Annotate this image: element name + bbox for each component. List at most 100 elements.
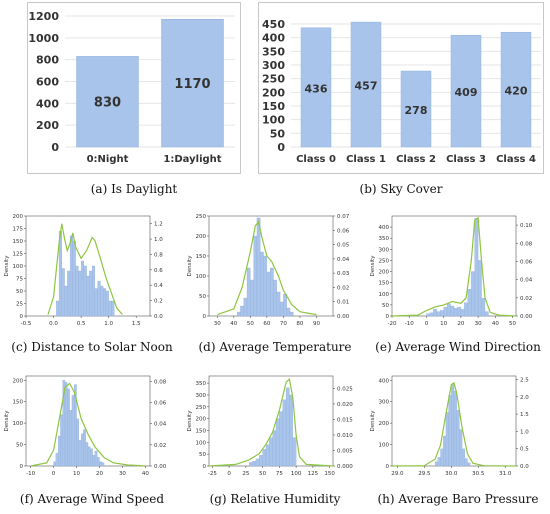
x-tick-label: 40 xyxy=(142,471,149,477)
x-tick-label: 90 xyxy=(313,321,320,327)
histogram-bar xyxy=(97,457,100,467)
histogram-bar xyxy=(91,265,96,317)
histogram-bar xyxy=(105,290,109,317)
histogram-bar xyxy=(99,461,102,467)
x-tick-label: 30.5 xyxy=(472,471,485,477)
kde-line xyxy=(391,381,517,467)
histogram-bar xyxy=(456,410,460,467)
histogram-bar xyxy=(283,293,287,317)
histogram-bar xyxy=(259,455,263,467)
y-tick-label: 800 xyxy=(36,54,59,67)
histogram-bar xyxy=(80,260,85,317)
y-axis-label: Density xyxy=(4,410,10,432)
histogram-bar xyxy=(477,260,482,317)
histogram-bar xyxy=(453,390,457,467)
y-tick-label: 350 xyxy=(262,45,285,58)
x-tick-label: 25 xyxy=(242,471,249,477)
x-tick-label: 60 xyxy=(263,321,270,327)
y-tick-label-left: 50 xyxy=(16,289,23,295)
x-tick-label: Class 2 xyxy=(396,154,436,165)
y-tick-label-right: 0.0 xyxy=(520,464,529,470)
histogram-bar xyxy=(53,461,57,467)
x-tick-label: 100 xyxy=(291,471,302,477)
y-tick-label: 400 xyxy=(36,97,59,110)
kde-line xyxy=(47,223,123,315)
histogram-bar xyxy=(90,448,93,467)
x-tick-label: 29.0 xyxy=(391,471,404,477)
histogram-bar xyxy=(108,300,112,317)
y-tick-label-left: 100 xyxy=(379,292,390,298)
panel-frame-a xyxy=(27,2,241,174)
x-tick-label: 0.0 xyxy=(49,321,58,327)
histogram-bar xyxy=(276,291,281,317)
histogram-bar xyxy=(87,446,91,467)
histogram-bar xyxy=(436,311,441,317)
bar xyxy=(300,27,332,148)
histogram-bar xyxy=(94,288,98,317)
histogram-bar xyxy=(279,411,283,467)
y-tick-label-right: 0.04 xyxy=(154,422,167,428)
histogram-bar xyxy=(78,440,82,467)
y-tick-label-left: 250 xyxy=(196,405,207,411)
histogram-bar xyxy=(448,395,452,467)
histogram-bar xyxy=(67,270,71,317)
y-tick-label-left: 200 xyxy=(379,421,390,427)
x-tick-label: 50 xyxy=(247,321,254,327)
histogram-bar xyxy=(64,285,68,317)
histogram-bar xyxy=(61,268,65,317)
histogram-bar xyxy=(474,218,479,317)
y-tick-label-left: 0 xyxy=(386,464,390,470)
histogram-bar xyxy=(289,311,294,317)
data-label: 278 xyxy=(405,104,428,117)
kde-line xyxy=(208,377,334,467)
x-tick-label: 50 xyxy=(509,321,516,327)
histogram-bar xyxy=(272,430,277,467)
histogram-bar xyxy=(433,309,437,317)
histogram-bar xyxy=(443,306,448,317)
caption-c: (c) Distance to Solar Noon xyxy=(11,340,173,354)
y-tick-label-right: 0.00 xyxy=(520,314,533,320)
x-tick-label: 40 xyxy=(230,321,237,327)
y-tick-label-left: 250 xyxy=(196,214,207,220)
y-tick-label: 0 xyxy=(277,141,285,154)
y-tick-label-left: 150 xyxy=(196,254,207,260)
histogram-bar xyxy=(83,265,87,317)
histogram-bar xyxy=(275,418,280,467)
histogram-bar xyxy=(446,303,451,317)
x-tick-label: 31.0 xyxy=(499,471,512,477)
y-tick-label-left: 0 xyxy=(20,464,24,470)
histogram-bar xyxy=(80,433,84,467)
y-tick-label-left: 150 xyxy=(196,428,207,434)
histogram-bar xyxy=(64,382,68,467)
y-tick-label-left: 350 xyxy=(379,236,390,242)
y-tick-label-right: 2.5 xyxy=(520,377,529,383)
y-tick-label-right: 0.5 xyxy=(520,447,529,453)
histogram-bar xyxy=(269,437,273,467)
histogram-bar xyxy=(464,458,468,467)
x-tick-label: 0.5 xyxy=(77,321,86,327)
y-tick-label-left: 400 xyxy=(379,225,390,231)
histogram-bar xyxy=(56,300,60,317)
histogram-bar xyxy=(461,448,465,467)
y-tick-label-left: 0 xyxy=(203,464,207,470)
x-tick-label: 150 xyxy=(324,471,335,477)
histogram-bar xyxy=(243,297,248,317)
x-tick-label: -10 xyxy=(405,321,414,327)
y-tick-label-left: 0 xyxy=(203,314,207,320)
plot-frame xyxy=(391,215,517,317)
kde-line xyxy=(391,216,517,317)
caption-b: (b) Sky Cover xyxy=(359,182,443,196)
data-label: 1170 xyxy=(174,77,210,92)
y-tick-label-right: 0.00 xyxy=(337,314,350,320)
histogram-bar xyxy=(459,429,463,467)
histogram-bar xyxy=(253,235,258,317)
x-tick-label: 0 xyxy=(52,471,56,477)
histogram-bar xyxy=(55,452,59,467)
x-tick-label: 30.0 xyxy=(445,471,458,477)
x-tick-label: 0 xyxy=(425,321,429,327)
y-tick-label: 400 xyxy=(262,32,285,45)
y-tick-label-right: 1.0 xyxy=(154,237,163,243)
y-tick-label-left: 150 xyxy=(379,281,390,287)
y-tick-label-right: 0.00 xyxy=(154,464,167,470)
